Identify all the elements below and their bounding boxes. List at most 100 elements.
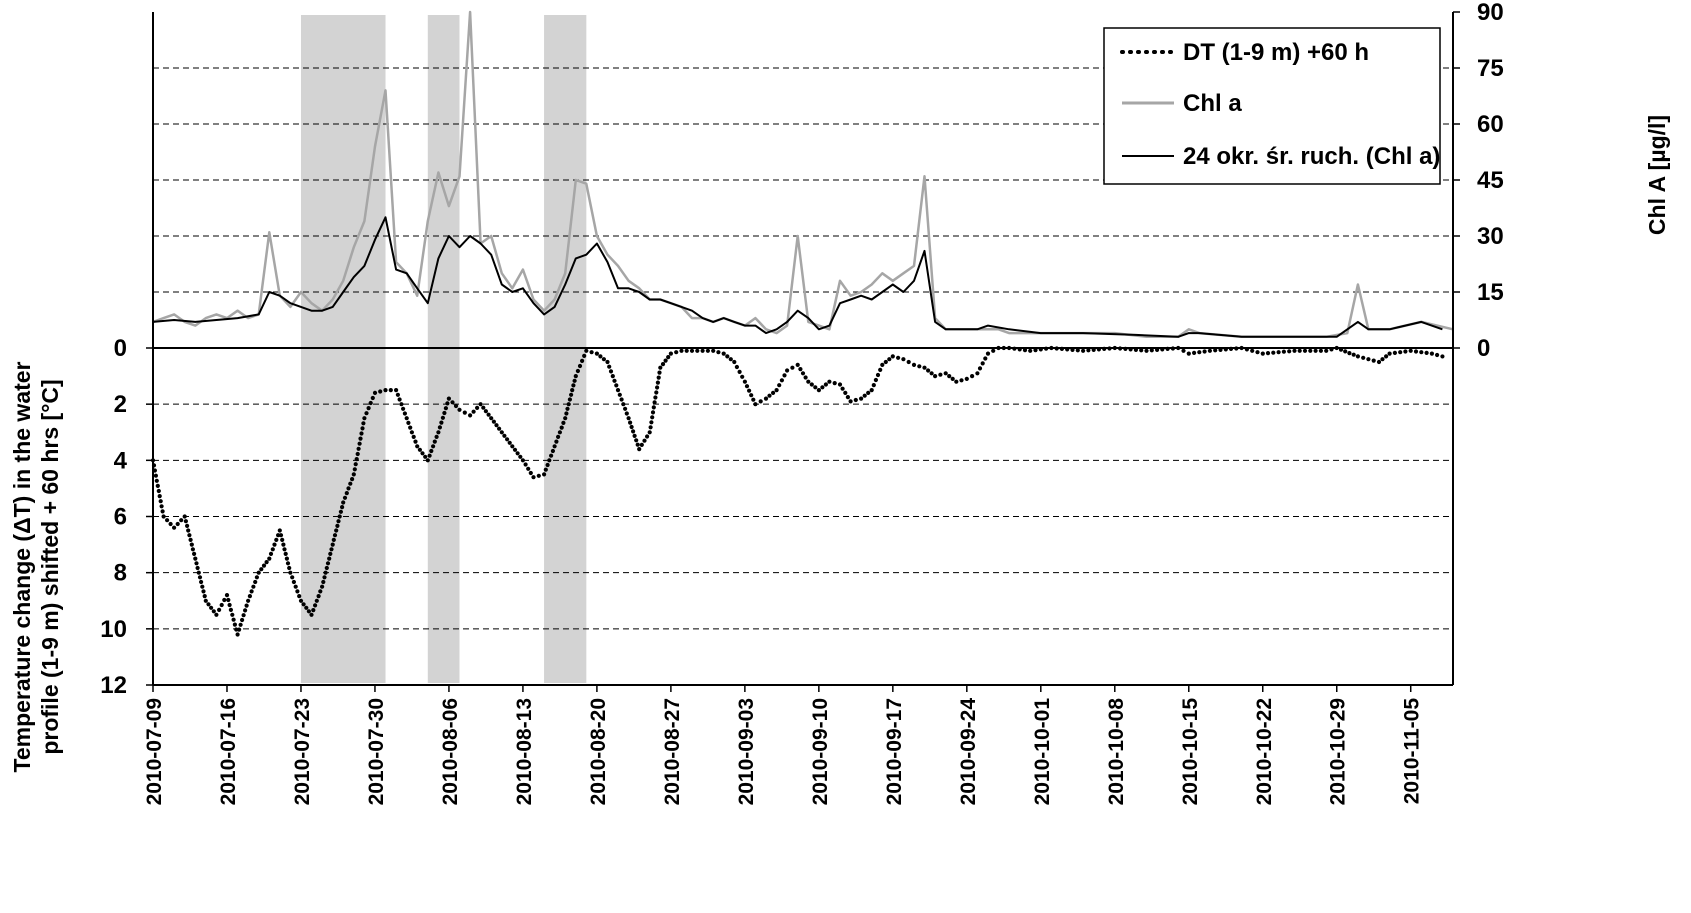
dt-point bbox=[556, 434, 561, 439]
legend-label-dt: DT (1-9 m) +60 h bbox=[1183, 39, 1369, 66]
y-left-tick-label: 0 bbox=[114, 335, 127, 362]
y-right-tick-label: 75 bbox=[1477, 55, 1504, 82]
dt-point bbox=[1265, 351, 1271, 356]
dt-point bbox=[295, 589, 300, 594]
dt-point bbox=[413, 439, 418, 444]
dt-point bbox=[408, 425, 413, 430]
dt-point bbox=[406, 420, 411, 425]
dt-point bbox=[165, 518, 170, 523]
dt-point bbox=[901, 357, 906, 362]
dt-point bbox=[763, 396, 769, 401]
dt-point bbox=[357, 441, 362, 446]
x-tick-label: 2010-07-16 bbox=[217, 698, 240, 805]
dt-point bbox=[311, 608, 316, 613]
dt-point bbox=[251, 584, 256, 589]
dt-point bbox=[453, 403, 459, 409]
dt-point bbox=[827, 379, 832, 384]
dt-point bbox=[624, 411, 629, 416]
dt-point bbox=[368, 400, 373, 406]
x-tick-label: 2010-09-10 bbox=[809, 698, 832, 805]
dt-point bbox=[1081, 348, 1086, 353]
dt-point bbox=[1371, 358, 1376, 363]
dt-point bbox=[531, 475, 536, 480]
dt-point bbox=[1271, 350, 1276, 355]
dt-point bbox=[734, 364, 740, 370]
dt-point bbox=[657, 370, 662, 375]
dt-point bbox=[663, 358, 668, 363]
dt-point bbox=[658, 365, 663, 370]
dt-point bbox=[977, 366, 983, 371]
dt-point bbox=[439, 420, 444, 425]
dt-point bbox=[323, 570, 328, 575]
dt-point bbox=[1075, 348, 1080, 353]
dt-point bbox=[1022, 348, 1028, 353]
dt-point bbox=[415, 444, 420, 449]
dt-point bbox=[721, 351, 726, 356]
dt-point bbox=[316, 594, 321, 599]
dt-point bbox=[172, 525, 177, 530]
dt-point bbox=[774, 388, 779, 393]
dt-point bbox=[1033, 348, 1038, 353]
dt-point bbox=[631, 429, 636, 434]
dt-point bbox=[417, 447, 422, 452]
dt-point bbox=[497, 426, 502, 431]
dt-point bbox=[1292, 348, 1297, 353]
dt-point bbox=[639, 442, 644, 447]
dt-point bbox=[666, 355, 671, 360]
dt-point bbox=[777, 383, 782, 388]
dt-point bbox=[372, 390, 378, 395]
dt-point bbox=[314, 598, 319, 603]
dt-point bbox=[211, 609, 216, 614]
dt-point bbox=[321, 579, 326, 585]
dt-point bbox=[1318, 348, 1323, 353]
dt-point bbox=[1351, 352, 1356, 357]
dt-point bbox=[1387, 351, 1392, 356]
dt-point bbox=[366, 406, 371, 411]
dt-point bbox=[1361, 355, 1366, 360]
dt-point bbox=[489, 416, 494, 421]
dt-point bbox=[612, 378, 617, 383]
dt-point bbox=[346, 486, 351, 491]
dt-point bbox=[1313, 348, 1318, 353]
dt-point bbox=[1343, 349, 1348, 354]
dt-point bbox=[605, 359, 610, 365]
x-tick-label: 2010-10-01 bbox=[1031, 698, 1054, 806]
dt-point bbox=[335, 523, 340, 529]
dt-point bbox=[1376, 359, 1382, 365]
dt-point bbox=[261, 563, 267, 568]
dt-point bbox=[545, 462, 550, 468]
dt-point bbox=[608, 369, 614, 374]
dt-point bbox=[206, 602, 211, 607]
dt-point bbox=[158, 499, 163, 504]
x-tick-label: 2010-10-22 bbox=[1253, 698, 1276, 805]
dt-point bbox=[270, 547, 275, 552]
series-group bbox=[150, 10, 1454, 637]
dt-point bbox=[751, 397, 756, 402]
dt-point bbox=[647, 430, 652, 435]
dt-point bbox=[985, 351, 991, 356]
dt-point bbox=[190, 547, 195, 552]
dt-point bbox=[329, 547, 334, 552]
dt-point bbox=[232, 622, 237, 627]
dt-point bbox=[1398, 350, 1403, 355]
dt-point bbox=[1435, 352, 1440, 358]
dt-point bbox=[161, 514, 166, 519]
dt-point bbox=[340, 505, 345, 510]
dt-point bbox=[1429, 351, 1434, 356]
dt-point bbox=[409, 430, 414, 435]
dt-point bbox=[655, 380, 661, 385]
dt-point bbox=[256, 570, 261, 575]
dt-point bbox=[209, 605, 214, 610]
dt-point bbox=[362, 416, 367, 421]
dt-point bbox=[619, 397, 624, 402]
dt-point bbox=[388, 388, 393, 393]
dt-point bbox=[547, 458, 552, 463]
dt-point bbox=[943, 371, 948, 376]
dt-point bbox=[725, 354, 730, 359]
y-left-tick-label: 10 bbox=[100, 616, 127, 643]
dt-point bbox=[499, 430, 504, 435]
dt-point bbox=[767, 393, 772, 398]
dt-point bbox=[880, 362, 885, 367]
dt-point bbox=[635, 442, 640, 447]
dt-point bbox=[282, 547, 287, 552]
